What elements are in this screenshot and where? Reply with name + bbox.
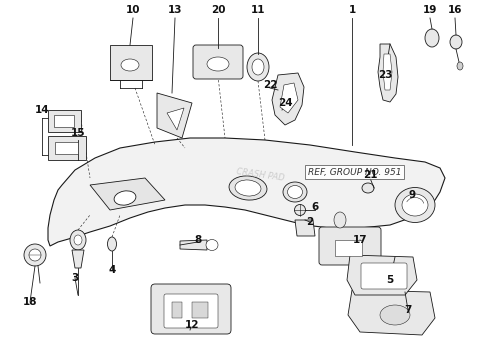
Ellipse shape: [229, 176, 267, 200]
Text: 15: 15: [71, 128, 85, 138]
Text: 7: 7: [404, 305, 412, 315]
Ellipse shape: [334, 212, 346, 228]
Text: 11: 11: [251, 5, 265, 15]
Ellipse shape: [74, 235, 82, 245]
Polygon shape: [378, 44, 398, 102]
Ellipse shape: [362, 183, 374, 193]
Text: 5: 5: [386, 275, 394, 285]
Polygon shape: [48, 110, 81, 132]
Ellipse shape: [283, 182, 307, 202]
Polygon shape: [172, 302, 182, 318]
Polygon shape: [157, 93, 192, 138]
Text: 3: 3: [72, 273, 79, 283]
Ellipse shape: [235, 180, 261, 196]
Ellipse shape: [457, 62, 463, 70]
Ellipse shape: [29, 249, 41, 261]
Text: 22: 22: [263, 80, 277, 90]
Ellipse shape: [402, 194, 428, 216]
FancyBboxPatch shape: [193, 45, 243, 79]
Polygon shape: [167, 108, 184, 130]
FancyBboxPatch shape: [151, 284, 231, 334]
Polygon shape: [55, 142, 78, 154]
Text: 6: 6: [312, 202, 319, 212]
Ellipse shape: [450, 35, 462, 49]
Text: 8: 8: [194, 235, 202, 245]
Ellipse shape: [121, 59, 139, 71]
Polygon shape: [90, 178, 165, 210]
Polygon shape: [110, 45, 152, 80]
FancyBboxPatch shape: [164, 294, 218, 328]
Text: 2: 2: [306, 217, 313, 227]
Text: REF, GROUP NO. 951: REF, GROUP NO. 951: [308, 168, 401, 177]
Text: 21: 21: [363, 170, 377, 180]
Polygon shape: [383, 54, 392, 90]
Text: 18: 18: [23, 297, 37, 307]
Text: 23: 23: [378, 70, 392, 80]
Polygon shape: [54, 115, 74, 127]
FancyBboxPatch shape: [361, 263, 407, 289]
Ellipse shape: [380, 305, 410, 325]
Polygon shape: [72, 250, 84, 268]
Text: 17: 17: [353, 235, 367, 245]
Text: 4: 4: [108, 265, 116, 275]
Ellipse shape: [295, 205, 305, 215]
Ellipse shape: [252, 59, 264, 75]
Polygon shape: [280, 83, 298, 113]
Ellipse shape: [24, 244, 46, 266]
Ellipse shape: [395, 187, 435, 223]
Polygon shape: [48, 138, 445, 246]
Ellipse shape: [70, 230, 86, 250]
FancyBboxPatch shape: [319, 227, 381, 265]
Text: 16: 16: [448, 5, 462, 15]
Text: 1: 1: [348, 5, 356, 15]
Text: 10: 10: [126, 5, 140, 15]
Polygon shape: [335, 240, 362, 256]
Ellipse shape: [114, 191, 136, 205]
Polygon shape: [272, 73, 304, 125]
Text: 13: 13: [168, 5, 182, 15]
Polygon shape: [295, 220, 315, 236]
Polygon shape: [48, 136, 86, 160]
Polygon shape: [192, 302, 208, 318]
Ellipse shape: [207, 57, 229, 71]
Ellipse shape: [288, 186, 302, 199]
Ellipse shape: [425, 29, 439, 47]
Text: 14: 14: [35, 105, 49, 115]
Text: 9: 9: [408, 190, 416, 200]
Text: CRASH PAD: CRASH PAD: [235, 167, 285, 183]
Ellipse shape: [108, 237, 117, 251]
Ellipse shape: [247, 53, 269, 81]
Text: 24: 24: [278, 98, 292, 108]
Text: 19: 19: [423, 5, 437, 15]
Polygon shape: [180, 240, 207, 250]
Ellipse shape: [206, 239, 218, 251]
Text: 12: 12: [185, 320, 199, 330]
Polygon shape: [348, 290, 435, 335]
Polygon shape: [347, 255, 417, 295]
Text: 20: 20: [211, 5, 225, 15]
